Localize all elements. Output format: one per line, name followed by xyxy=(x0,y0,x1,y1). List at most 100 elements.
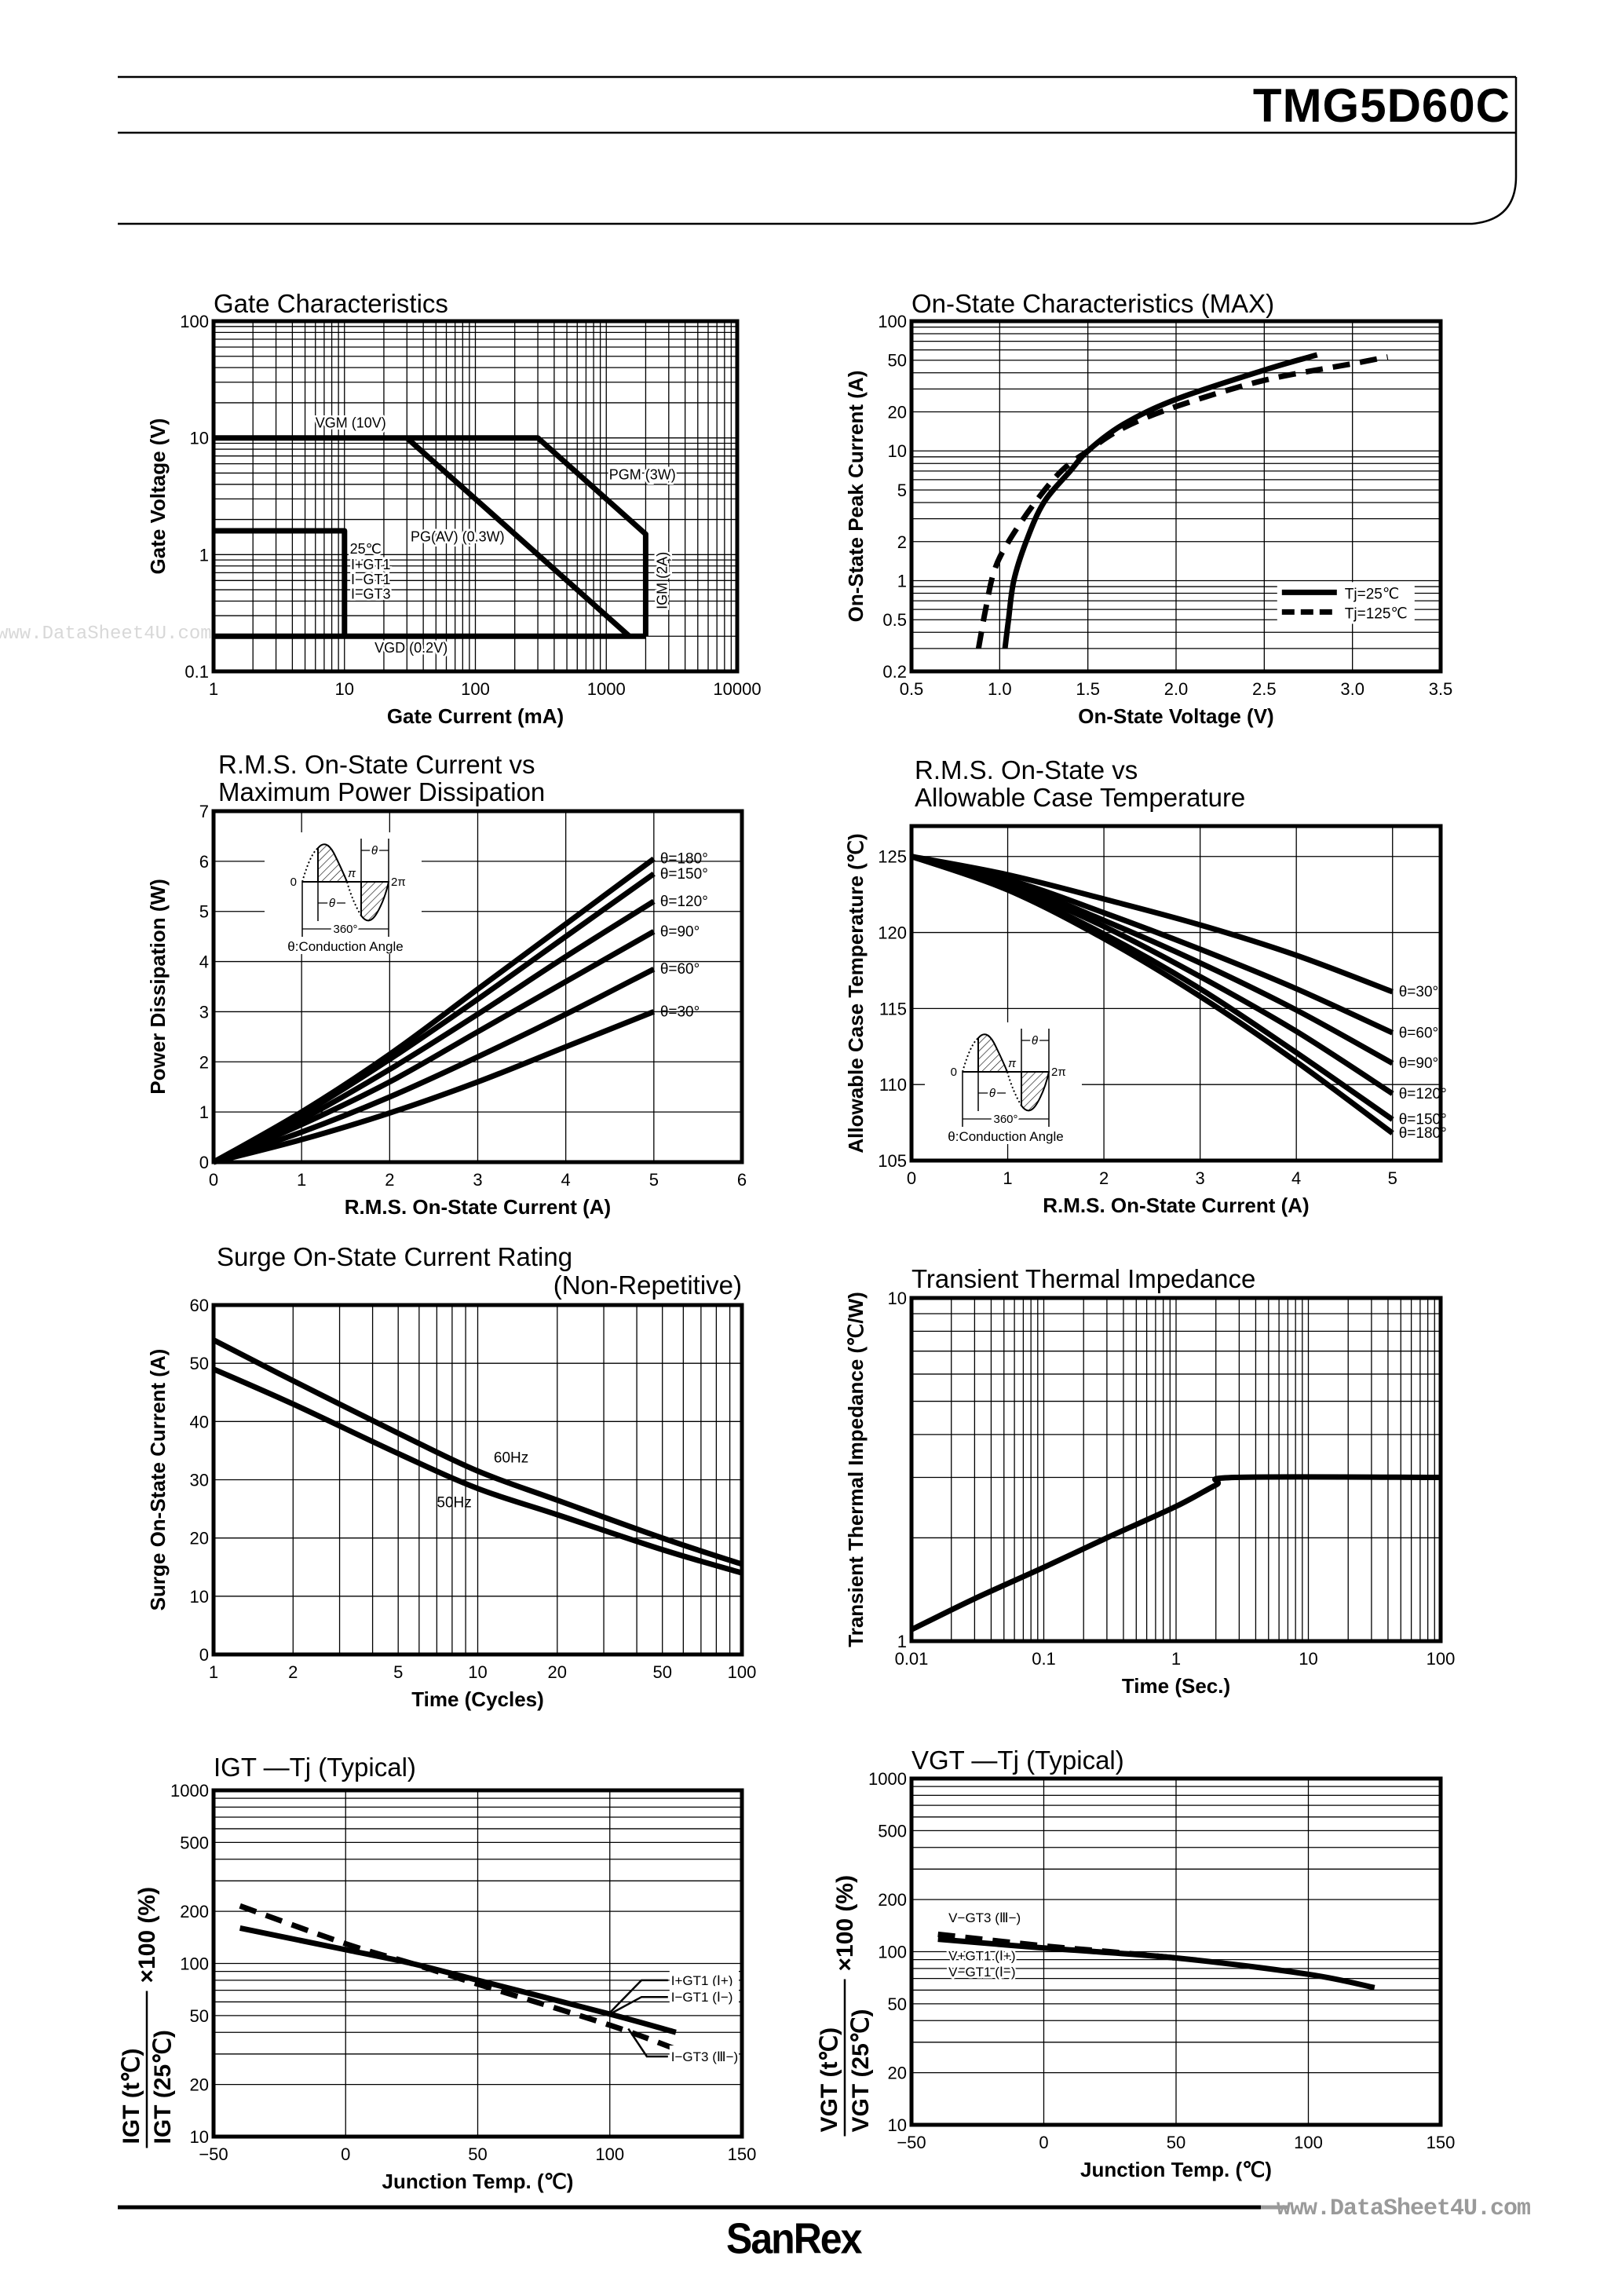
plot-frame xyxy=(909,1296,1443,1643)
y-tick-label: 100 xyxy=(180,312,209,331)
series-line-6 xyxy=(213,1009,656,1165)
series-line-1 xyxy=(1002,352,1318,649)
x-tick-label: 1.5 xyxy=(1076,679,1100,699)
y-tick-label: 100 xyxy=(180,1954,209,1974)
y-axis-label: Allowable Case Temperature (℃) xyxy=(844,833,868,1153)
annotation: I−GT1 xyxy=(351,572,391,587)
inset-pi: π xyxy=(348,867,356,880)
inset-theta: θ xyxy=(1032,1034,1038,1047)
x-tick-label: 100 xyxy=(1427,1649,1456,1669)
hatched-positive xyxy=(977,1033,1009,1073)
annotation: I+GT1 (Ⅰ+) xyxy=(671,1973,733,1988)
chart-title: (Non-Repetitive) xyxy=(553,1270,742,1300)
x-axis-label: Time (Sec.) xyxy=(1122,1674,1230,1698)
x-tick-label: 1 xyxy=(1003,1168,1012,1188)
x-tick-label: 4 xyxy=(1291,1168,1301,1188)
series-label: θ=90° xyxy=(1399,1055,1438,1072)
inset-two-pi: 2π xyxy=(391,876,406,889)
x-tick-label: 2.5 xyxy=(1252,679,1277,699)
y-tick-label: 200 xyxy=(180,1902,209,1921)
plot-frame xyxy=(909,824,1443,1163)
annotation: PG(AV) (0.3W) xyxy=(411,528,505,544)
chart-title: R.M.S. On-State Current vs xyxy=(218,750,535,779)
plot-frame xyxy=(211,809,744,1164)
y-tick-label: 6 xyxy=(199,852,209,872)
y-tick-label: 0 xyxy=(199,1645,209,1665)
x-tick-label: 5 xyxy=(649,1170,659,1190)
y-tick-label: 1 xyxy=(199,545,209,565)
x-tick-label: 1000 xyxy=(587,679,626,699)
y-tick-label: 40 xyxy=(190,1412,209,1431)
watermark-left: www.DataSheet4U.com xyxy=(0,623,212,645)
y-tick-label: 4 xyxy=(199,952,209,972)
label-background xyxy=(669,1969,739,1988)
y-tick-label: 200 xyxy=(878,1890,907,1910)
series-line-3 xyxy=(212,898,656,1165)
y-tick-label: 10 xyxy=(888,2115,907,2135)
y-axis-label-suffix: ×100 (%) xyxy=(832,1875,858,1972)
x-tick-label: 2.0 xyxy=(1164,679,1189,699)
chart-7: IGT —Tj (Typical) −50 0 50 100 150 10 20 50 100 20… xyxy=(119,1753,756,2193)
y-tick-label: 5 xyxy=(199,902,209,922)
annotation: IGM (2A) xyxy=(654,552,670,609)
y-tick-label: 500 xyxy=(180,1833,209,1852)
y-tick-label: 20 xyxy=(888,403,907,422)
y-tick-label: 20 xyxy=(190,1529,209,1548)
series-line-2 xyxy=(404,436,631,638)
inset-theta: θ xyxy=(329,897,335,910)
y-tick-label: 1 xyxy=(897,571,907,590)
brand-logo: SanRex xyxy=(726,2214,862,2263)
annotation: I+GT1 xyxy=(351,557,391,572)
y-axis-label: IGT (t℃) IGT (25℃) ×100 (%) xyxy=(119,1887,176,2148)
y-axis-label: Gate Voltage (V) xyxy=(146,419,170,575)
series-line-1 xyxy=(911,854,1394,995)
series-label: 50Hz xyxy=(437,1494,471,1511)
x-axis-label: Junction Temp. (℃) xyxy=(382,2170,574,2193)
conduction-angle-diagram: 0 π 2π θ θ 360° θ:Conduction Angle xyxy=(265,832,422,954)
x-tick-label: 100 xyxy=(1294,2133,1323,2152)
x-tick-label: −50 xyxy=(897,2133,926,2152)
inset-zero: 0 xyxy=(290,876,297,889)
series-line-2 xyxy=(937,1931,1177,1961)
y-axis-label-denominator: IGT (25℃) xyxy=(150,2030,176,2144)
x-axis-label: Gate Current (mA) xyxy=(387,704,564,728)
series-line-2 xyxy=(975,354,1389,649)
y-tick-label: 100 xyxy=(878,312,907,331)
x-tick-label: 100 xyxy=(728,1662,757,1682)
x-axis-label: Time (Cycles) xyxy=(411,1687,544,1711)
x-tick-label: 10 xyxy=(468,1662,487,1682)
x-tick-label: 1.0 xyxy=(988,679,1012,699)
annotation: V−GT1 (Ⅰ−) xyxy=(948,1965,1015,1980)
series-line-5 xyxy=(212,967,656,1165)
plot-frame xyxy=(211,1303,744,1657)
x-tick-label: 100 xyxy=(595,2144,624,2164)
chart-6: Transient Thermal Impedance 0.01 0.1 1 10 100… xyxy=(844,1264,1455,1698)
series-label: θ=180° xyxy=(1399,1125,1447,1142)
x-tick-label: 3 xyxy=(1196,1168,1205,1188)
chart-title: Gate Characteristics xyxy=(214,289,448,318)
y-tick-label: 20 xyxy=(190,2075,209,2095)
x-tick-label: 5 xyxy=(1388,1168,1397,1188)
y-axis-label-denominator: VGT (25℃) xyxy=(848,2009,874,2132)
y-tick-label: 1 xyxy=(897,1632,907,1651)
x-tick-label: 5 xyxy=(393,1662,403,1682)
inset-theta: θ xyxy=(989,1087,995,1100)
annotation: I−GT3 xyxy=(351,586,391,601)
inset-caption: θ:Conduction Angle xyxy=(287,939,403,954)
dotted-wave xyxy=(962,1037,979,1073)
y-tick-label: 1 xyxy=(199,1102,209,1122)
y-tick-label: 7 xyxy=(199,802,209,821)
x-tick-label: 0.5 xyxy=(900,679,924,699)
x-tick-label: 20 xyxy=(548,1662,567,1682)
series-label: θ=150° xyxy=(660,866,708,883)
x-tick-label: 1 xyxy=(1171,1649,1181,1669)
annotation: V+GT1 (Ⅰ+) xyxy=(948,1949,1015,1964)
y-tick-label: 120 xyxy=(878,923,907,943)
annotation: PGM (3W) xyxy=(609,467,676,483)
x-tick-label: 0.1 xyxy=(1032,1649,1056,1669)
y-tick-label: 50 xyxy=(190,1354,209,1373)
